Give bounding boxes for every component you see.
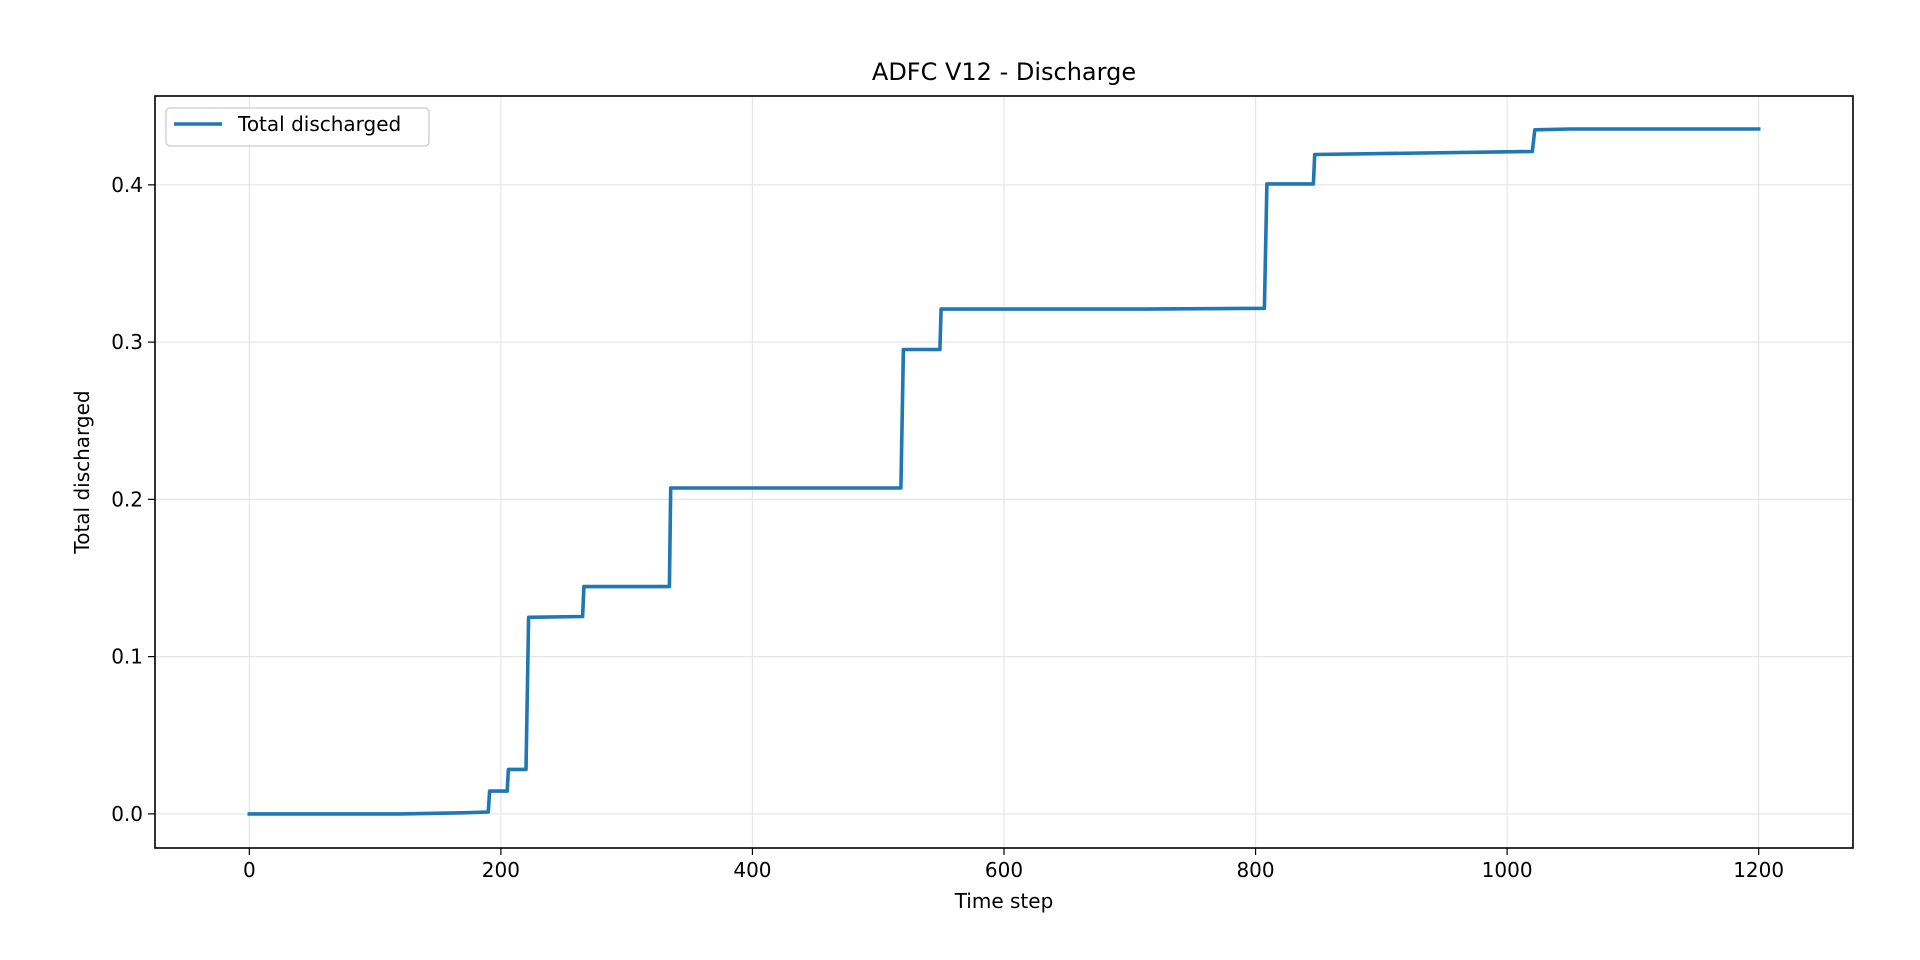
x-tick-label: 200 <box>482 858 520 882</box>
x-axis-label: Time step <box>954 889 1054 913</box>
x-tick-label: 800 <box>1236 858 1274 882</box>
legend: Total discharged <box>165 107 430 147</box>
legend-label: Total discharged <box>237 112 401 136</box>
x-tick-label: 600 <box>985 858 1023 882</box>
y-axis-label: Total discharged <box>70 390 94 554</box>
x-tick-label: 1200 <box>1733 858 1784 882</box>
axis-ticks: 0 200 400 600 800 1000 1200 0.0 0.1 0.2 0.3 0.4 <box>111 173 1784 882</box>
series-layer <box>247 127 1761 816</box>
y-tick-label: 0.2 <box>111 487 143 511</box>
chart-title: ADFC V12 - Discharge <box>872 58 1136 86</box>
y-tick-label: 0.1 <box>111 645 143 669</box>
x-tick-label: 1000 <box>1482 858 1533 882</box>
series-line <box>247 127 1761 816</box>
y-tick-label: 0.0 <box>111 802 143 826</box>
x-tick-label: 400 <box>733 858 771 882</box>
y-tick-label: 0.3 <box>111 330 143 354</box>
legend-box <box>165 107 430 147</box>
x-tick-label: 0 <box>243 858 256 882</box>
y-tick-label: 0.4 <box>111 173 143 197</box>
